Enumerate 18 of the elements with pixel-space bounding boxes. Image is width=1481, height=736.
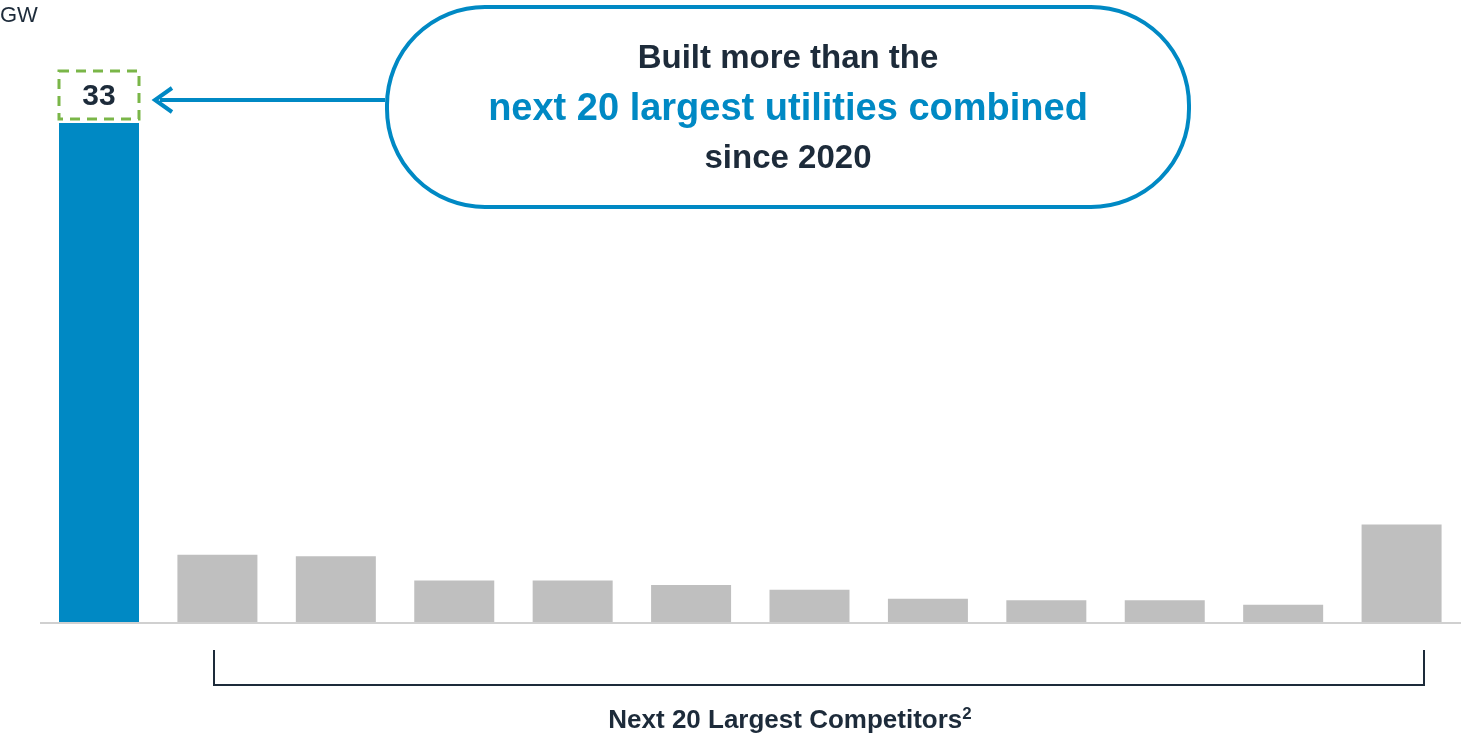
bar xyxy=(177,554,258,623)
data-label: 33 xyxy=(82,78,116,111)
bar xyxy=(1361,524,1442,623)
annotation: since 2020 xyxy=(704,137,872,177)
bar xyxy=(414,580,495,623)
bar xyxy=(295,556,376,623)
bar xyxy=(651,585,732,623)
bar xyxy=(769,589,850,623)
annotation: next 20 largest utilities combined xyxy=(488,85,1088,130)
bar xyxy=(1243,604,1324,623)
bar xyxy=(1124,600,1205,623)
bar xyxy=(59,123,139,623)
bar xyxy=(532,580,613,623)
bar xyxy=(1006,600,1087,623)
y-axis-title: GW xyxy=(0,2,38,28)
callout-frame: Built more than the next 20 largest utilities combined since 2020 xyxy=(385,5,1191,209)
text: Next 20 Largest Competitors$^{2}$ xyxy=(608,703,972,734)
bar xyxy=(887,598,968,623)
